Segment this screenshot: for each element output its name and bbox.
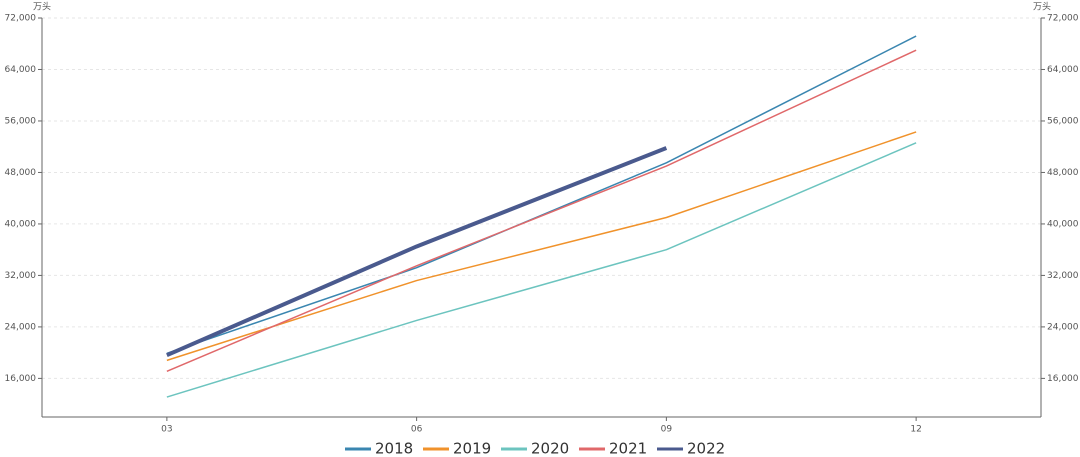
series-line bbox=[166, 146, 668, 358]
x-tick-label: 09 bbox=[661, 425, 673, 435]
y-tick-label: 48,000 bbox=[5, 168, 37, 178]
y-tick-label: 32,000 bbox=[5, 271, 37, 281]
y2-tick-label: 32,000 bbox=[1047, 271, 1079, 281]
y-tick-label: 64,000 bbox=[5, 65, 37, 75]
y2-tick-label: 24,000 bbox=[1047, 322, 1079, 332]
series-line bbox=[166, 49, 917, 372]
y-tick-label: 40,000 bbox=[5, 219, 37, 229]
y2-tick-label: 48,000 bbox=[1047, 168, 1079, 178]
y2-tick-label: 56,000 bbox=[1047, 116, 1079, 126]
legend-label: 2019 bbox=[453, 440, 491, 457]
x-tick-label: 06 bbox=[411, 425, 423, 435]
legend-label: 2021 bbox=[609, 440, 647, 457]
y2-unit: 万头 bbox=[1033, 2, 1051, 13]
x-tick-label: 03 bbox=[161, 425, 172, 435]
legend-label: 2020 bbox=[531, 440, 569, 457]
y-tick-label: 24,000 bbox=[5, 322, 37, 332]
y2-tick-label: 72,000 bbox=[1047, 14, 1079, 24]
y-tick-label: 16,000 bbox=[5, 374, 37, 384]
series-line bbox=[166, 131, 917, 362]
y-tick-label: 56,000 bbox=[5, 116, 37, 126]
y2-tick-label: 16,000 bbox=[1047, 374, 1079, 384]
y-unit: 万头 bbox=[33, 2, 51, 13]
legend-label: 2022 bbox=[687, 440, 725, 457]
series-line bbox=[166, 142, 917, 398]
x-tick-label: 12 bbox=[910, 425, 921, 435]
y2-tick-label: 40,000 bbox=[1047, 219, 1079, 229]
legend-label: 2018 bbox=[375, 440, 413, 457]
y2-tick-label: 64,000 bbox=[1047, 65, 1079, 75]
y-tick-label: 72,000 bbox=[5, 14, 37, 24]
